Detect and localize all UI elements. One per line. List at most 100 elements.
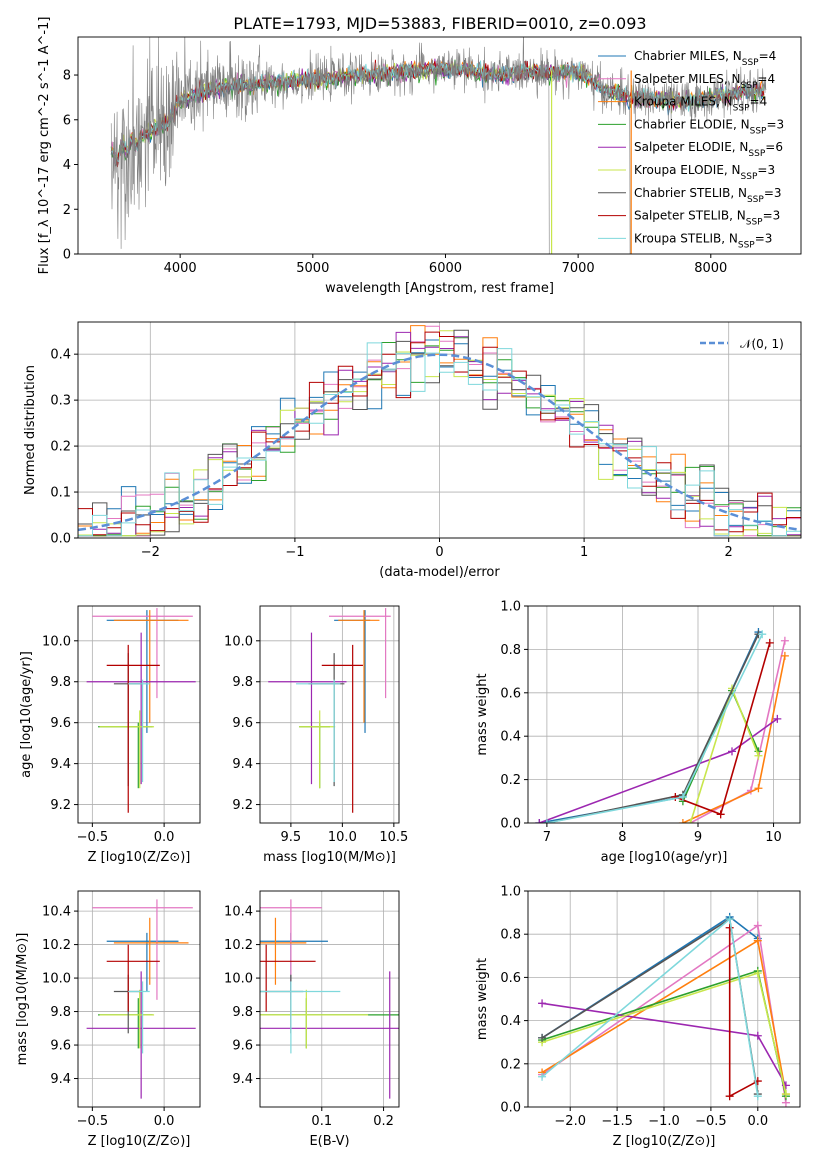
chart-title: PLATE=1793, MJD=53883, FIBERID=0010, z=0… <box>233 14 646 33</box>
legend-label: Salpeter MILES, NSSP=4 <box>634 72 775 91</box>
mass-weight-line <box>690 640 786 823</box>
mass-weight-line <box>546 633 763 823</box>
axes-frame <box>77 605 201 824</box>
y-tick-label: 9.4 <box>50 757 71 772</box>
mass-weight-line <box>682 688 760 802</box>
x-axis-label: Z [log10(Z/Z⊙)] <box>613 1134 716 1149</box>
plot-area <box>538 912 790 1107</box>
mass-weight-marker <box>753 969 762 978</box>
y-tick-label: 0.6 <box>500 971 521 986</box>
mass-weight-marker <box>754 751 763 760</box>
y-tick-label: 0.6 <box>500 686 521 701</box>
y-tick-label: 10.2 <box>224 938 253 953</box>
mass-weight-marker <box>725 915 734 924</box>
mass-weight-marker <box>780 636 789 645</box>
y-tick-label: 2 <box>63 203 71 218</box>
mass-weight-marker <box>542 819 551 823</box>
mass-weight-marker <box>773 714 782 723</box>
x-axis-label: Z [log10(Z/Z⊙)] <box>88 1134 191 1149</box>
y-tick-label: 9.6 <box>50 1039 71 1054</box>
y-tick-label: 10.0 <box>42 972 71 987</box>
y-tick-label: 9.4 <box>50 1072 71 1087</box>
x-tick-label: −1.0 <box>648 1114 680 1129</box>
x-tick-label: −1 <box>285 545 304 560</box>
plot-area <box>78 325 801 538</box>
legend-label: Salpeter ELODIE, NSSP=6 <box>634 140 783 159</box>
y-tick-label: 10.0 <box>224 634 253 649</box>
y-tick-label: 9.4 <box>232 1072 253 1087</box>
y-axis-label: Flux [f_λ 10^-17 erg cm^-2 s^-1 A^-1] <box>37 17 52 275</box>
residual-histogram <box>78 342 801 538</box>
x-tick-label: 0.2 <box>373 1114 394 1129</box>
plot-area <box>86 608 196 813</box>
axes-frame <box>77 890 201 1108</box>
y-tick-label: 9.4 <box>232 757 253 772</box>
y-axis-label: age [log10(age/yr)] <box>19 651 34 778</box>
x-axis-label: wavelength [Angstrom, rest frame] <box>325 281 554 296</box>
y-tick-label: 0.4 <box>500 730 521 745</box>
y-tick-label: 1.0 <box>500 600 521 615</box>
x-tick-label: 2 <box>725 545 733 560</box>
x-tick-label: −2 <box>141 545 160 560</box>
mass-weight-marker <box>753 1092 762 1101</box>
y-tick-label: 9.8 <box>232 1005 253 1020</box>
y-tick-label: 4 <box>63 158 71 173</box>
mass-weight-marker <box>535 819 544 823</box>
x-tick-label: 0 <box>435 545 443 560</box>
x-tick-label: 8000 <box>694 261 727 276</box>
legend-label: Chabrier STELIB, NSSP=3 <box>634 186 782 205</box>
x-tick-label: −2.0 <box>554 1114 586 1129</box>
y-tick-label: 0.0 <box>500 817 521 832</box>
y-axis-label: mass weight <box>475 673 490 755</box>
y-tick-label: 10.4 <box>42 905 71 920</box>
x-axis-label: mass [log10(M/M⊙)] <box>263 850 396 865</box>
observed-spectrum-line <box>110 37 767 254</box>
mass-weight-marker <box>671 792 680 801</box>
mass-weight-marker <box>725 1092 734 1101</box>
y-tick-label: 0 <box>63 248 71 263</box>
x-tick-label: 1 <box>580 545 588 560</box>
mass-weight-marker <box>765 638 774 647</box>
y-tick-label: 0.3 <box>50 394 71 409</box>
legend-label: 𝒩(0, 1) <box>740 337 784 351</box>
y-tick-label: 10.2 <box>42 938 71 953</box>
mass-weight-marker <box>538 999 547 1008</box>
y-tick-label: 0.8 <box>500 928 521 943</box>
mass-weight-marker <box>781 1090 790 1099</box>
mass-weight-line <box>539 718 778 823</box>
mass-weight-marker <box>753 936 762 945</box>
x-axis-label: age [log10(age/yr)] <box>601 850 728 865</box>
mass-weight-marker <box>716 810 725 819</box>
y-tick-label: 0.2 <box>500 1057 521 1072</box>
mass-weight-line <box>539 631 760 823</box>
mass-weight-marker <box>538 1072 547 1081</box>
y-tick-label: 10.4 <box>224 905 253 920</box>
mass-weight-marker <box>728 747 736 756</box>
axes-frame <box>77 36 802 255</box>
y-tick-label: 0.2 <box>50 440 71 455</box>
x-axis-label: (data-model)/error <box>379 565 500 580</box>
y-tick-label: 0.1 <box>50 486 71 501</box>
x-axis-label: Z [log10(Z/Z⊙)] <box>88 850 191 865</box>
x-tick-label: 5000 <box>296 261 329 276</box>
mass-weight-marker <box>678 792 687 801</box>
x-tick-label: 7000 <box>562 261 595 276</box>
x-tick-label: 0.1 <box>311 1114 332 1129</box>
y-tick-label: 9.2 <box>232 798 253 813</box>
plot-layer: 4000 5000 6000 7000 8000 0 2 4 6 8 wavelength [Ang… <box>15 17 802 1149</box>
mass-weight-marker <box>678 819 687 823</box>
plot-area <box>268 608 391 813</box>
mass-weight-marker <box>758 630 767 639</box>
y-tick-label: 6 <box>63 113 71 128</box>
legend-label: Chabrier ELODIE, NSSP=3 <box>634 117 784 136</box>
legend-label: Chabrier MILES, NSSP=4 <box>634 49 776 68</box>
y-tick-label: 0.4 <box>500 1014 521 1029</box>
mass-weight-marker <box>754 784 763 793</box>
x-tick-label: 4000 <box>164 261 197 276</box>
y-tick-label: 0.2 <box>500 773 521 788</box>
plot-area <box>260 899 399 1099</box>
y-tick-label: 9.6 <box>232 716 253 731</box>
x-tick-label: 6000 <box>429 261 462 276</box>
mass-weight-marker <box>753 1031 762 1040</box>
